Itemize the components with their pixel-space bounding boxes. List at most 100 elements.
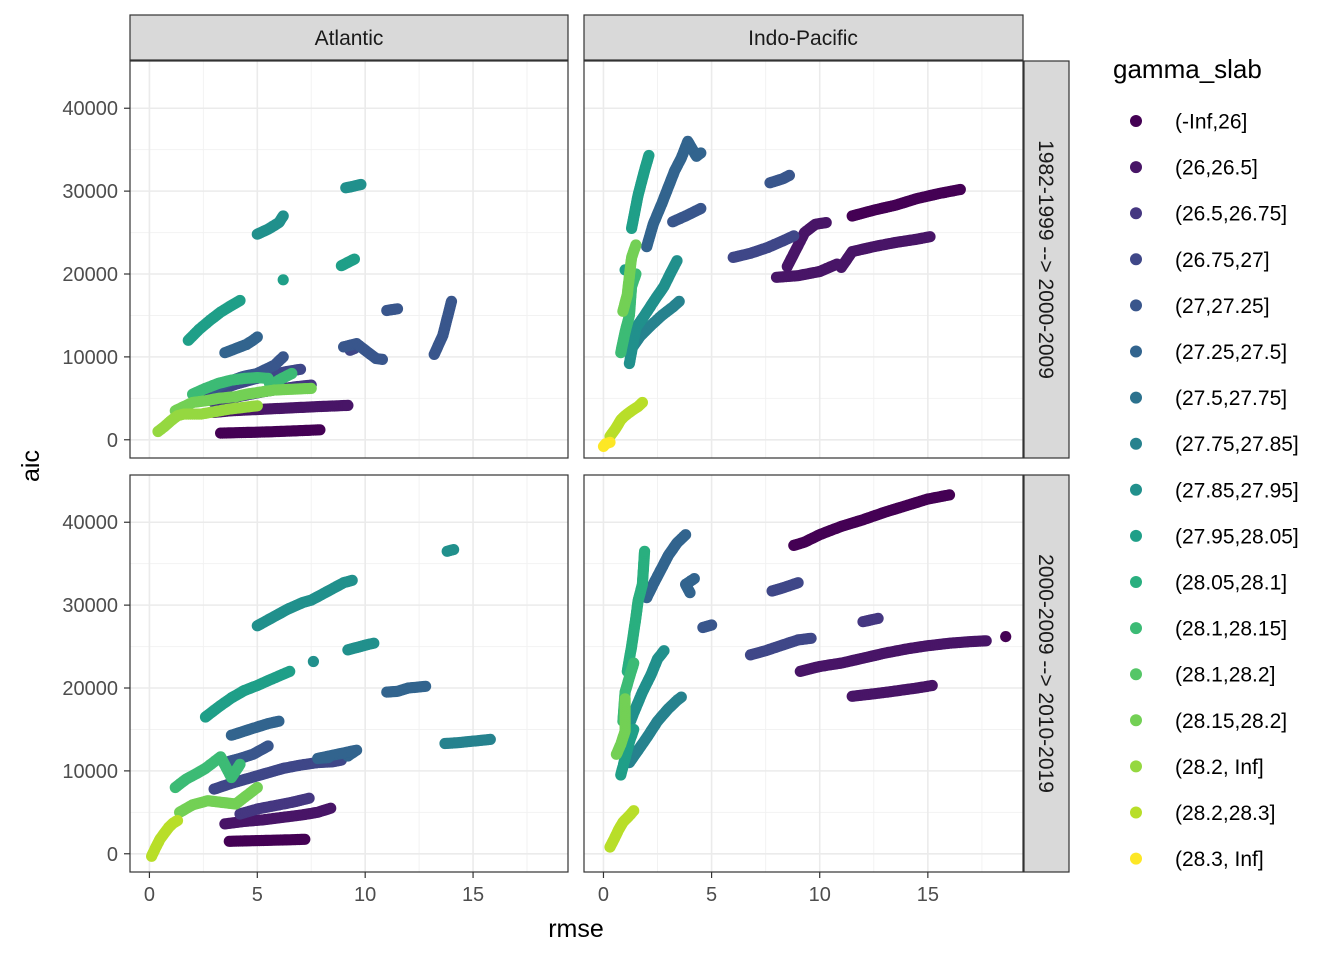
legend-key <box>1130 714 1142 727</box>
legend-item: (28.1,28.15] <box>1130 618 1287 641</box>
x-tick-label: 0 <box>144 884 155 906</box>
legend-key <box>1130 299 1142 312</box>
legend-key <box>1130 207 1142 220</box>
x-axis-title: rmse <box>548 915 604 943</box>
strip-background <box>129 14 569 61</box>
legend-label: (28.2, Inf] <box>1175 756 1264 779</box>
data-point <box>448 544 460 556</box>
data-point <box>954 183 966 196</box>
legend-key <box>1130 852 1142 865</box>
y-axis-bottom-row: 0 10000 20000 30000 40000 <box>62 512 130 866</box>
strip-row-period-1: 1982-1999 --> 2000-2009 <box>1023 60 1070 459</box>
data-point <box>639 545 651 557</box>
data-point <box>671 255 683 267</box>
panel-border <box>129 60 569 459</box>
data-point <box>305 382 317 394</box>
panel-border <box>583 60 1024 459</box>
x-tick-label: 10 <box>354 884 376 906</box>
data-point <box>368 637 380 649</box>
x-tick-label: 5 <box>706 884 717 906</box>
data-point <box>286 367 298 380</box>
legend-key <box>1130 437 1142 450</box>
y-axis-title: aic <box>17 450 45 482</box>
legend-item: (27.5,27.75] <box>1130 387 1287 410</box>
legend-title: gamma_slab <box>1113 54 1262 84</box>
data-point <box>695 147 707 159</box>
legend-item: (28.05,28.1] <box>1130 572 1287 595</box>
y-tick-label: 30000 <box>62 181 118 203</box>
legend-label: (27,27.25] <box>1175 295 1270 318</box>
x-tick-label: 5 <box>252 884 263 906</box>
legend-key <box>1130 529 1142 542</box>
data-point <box>1000 631 1012 643</box>
data-point <box>680 529 692 541</box>
x-tick-label: 0 <box>598 884 609 906</box>
y-axis-top-row: 0 10000 20000 30000 40000 <box>62 98 130 452</box>
data-point <box>658 645 670 657</box>
panel-atlantic-period-2 <box>129 474 569 873</box>
legend-item: (26,26.5] <box>1130 157 1258 180</box>
data-point <box>673 295 685 307</box>
legend-item: (28.2, Inf] <box>1130 756 1264 779</box>
data-point <box>643 149 655 162</box>
data-point <box>277 351 289 363</box>
x-tick-label: 15 <box>462 884 484 906</box>
data-point <box>325 802 337 814</box>
data-point <box>792 577 804 589</box>
data-point <box>688 573 700 585</box>
data-point <box>675 691 687 703</box>
data-point <box>820 217 832 229</box>
strip-background <box>1023 60 1070 459</box>
data-point <box>171 815 184 827</box>
data-point <box>376 353 388 365</box>
data-point <box>628 723 640 736</box>
y-tick-label: 20000 <box>62 678 118 700</box>
points <box>604 489 1012 853</box>
data-point <box>445 295 458 307</box>
legend-key <box>1130 253 1142 266</box>
legend: gamma_slab (-Inf,26] (26,26.5] (26.5,26.75… <box>1113 54 1299 871</box>
panel-border <box>583 474 1024 873</box>
legend-item: (-Inf,26] <box>1130 111 1247 134</box>
data-point <box>636 396 649 409</box>
data-point <box>234 758 246 770</box>
strip-row-period-2: 2000-2009 --> 2010-2019 <box>1023 474 1070 873</box>
data-point <box>262 740 274 752</box>
strip-label-period-2: 2000-2009 --> 2010-2019 <box>1034 554 1057 793</box>
data-point <box>831 258 843 270</box>
data-point <box>273 715 285 727</box>
data-point <box>307 655 319 668</box>
x-tick-label: 10 <box>809 884 831 906</box>
data-point <box>980 635 992 647</box>
legend-key <box>1130 345 1142 358</box>
data-point <box>788 230 800 242</box>
legend-label: (27.75,27.85] <box>1175 433 1299 456</box>
legend-label: (27.85,27.95] <box>1175 479 1299 502</box>
legend-item: (27.75,27.85] <box>1130 433 1299 456</box>
y-tick-label: 40000 <box>62 512 118 534</box>
legend-label: (28.1,28.2] <box>1175 664 1275 687</box>
data-point <box>277 274 289 286</box>
data-point <box>628 805 640 817</box>
legend-key <box>1130 668 1142 681</box>
data-point <box>630 239 642 251</box>
legend-item: (27.25,27.5] <box>1130 341 1287 364</box>
data-point <box>604 436 616 448</box>
data-point <box>277 210 289 222</box>
y-tick-label: 30000 <box>62 595 118 617</box>
data-point <box>284 665 296 678</box>
legend-item: (26.75,27] <box>1130 249 1270 272</box>
panel-indo-pacific-period-1 <box>583 60 1024 459</box>
data-point <box>783 169 796 181</box>
strip-label-indo-pacific: Indo-Pacific <box>748 27 858 50</box>
legend-key <box>1130 483 1142 496</box>
data-point <box>348 253 360 265</box>
data-point <box>342 399 354 411</box>
y-tick-label: 0 <box>107 844 118 866</box>
legend-label: (28.05,28.1] <box>1175 572 1287 595</box>
legend-label: (27.95,28.05] <box>1175 525 1299 548</box>
legend-label: (27.5,27.75] <box>1175 387 1287 410</box>
legend-item: (28.2,28.3] <box>1130 802 1275 825</box>
x-axis-right-column: 0 5 10 15 <box>598 872 939 906</box>
legend-key <box>1130 391 1142 404</box>
